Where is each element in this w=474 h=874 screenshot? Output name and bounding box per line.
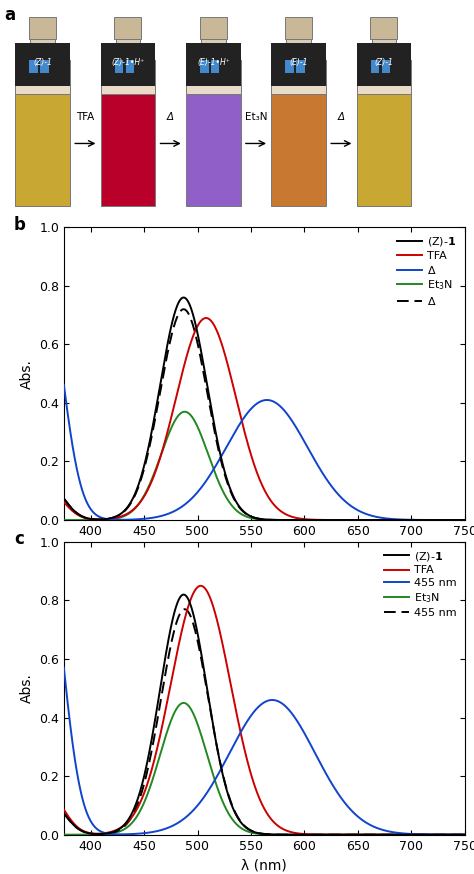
- Text: Δ: Δ: [167, 112, 174, 122]
- Bar: [356, 43, 411, 86]
- Bar: [271, 43, 326, 86]
- Text: (Z)-1•H⁺: (Z)-1•H⁺: [111, 59, 145, 67]
- Bar: [99, 17, 157, 205]
- Bar: [115, 17, 141, 38]
- Bar: [285, 17, 312, 38]
- Bar: [271, 60, 326, 94]
- Bar: [372, 38, 396, 60]
- Legend: (Z)-$\mathbf{1}$, TFA, $\Delta$, Et$_3$N, $\Delta$: (Z)-$\mathbf{1}$, TFA, $\Delta$, Et$_3$N…: [395, 232, 459, 309]
- Bar: [286, 38, 311, 60]
- Bar: [13, 17, 72, 205]
- Bar: [100, 60, 155, 94]
- X-axis label: λ (nm): λ (nm): [241, 858, 287, 872]
- Bar: [186, 43, 241, 86]
- Text: (E)-1•H⁺: (E)-1•H⁺: [197, 59, 230, 67]
- Y-axis label: Abs.: Abs.: [19, 673, 34, 704]
- Text: b: b: [14, 216, 26, 233]
- Bar: [211, 60, 219, 73]
- Bar: [126, 60, 134, 73]
- Bar: [15, 43, 70, 86]
- Bar: [356, 60, 411, 94]
- Text: Δ: Δ: [337, 112, 345, 122]
- Text: (E)-1: (E)-1: [289, 59, 308, 67]
- Text: Et₃N: Et₃N: [245, 112, 267, 122]
- Bar: [40, 60, 49, 73]
- Bar: [184, 17, 243, 205]
- X-axis label: λ (nm): λ (nm): [241, 544, 287, 558]
- Bar: [116, 38, 140, 60]
- Bar: [354, 17, 413, 205]
- Text: a: a: [5, 6, 16, 24]
- Bar: [115, 60, 123, 73]
- Bar: [15, 94, 70, 205]
- Bar: [29, 60, 38, 73]
- Bar: [200, 17, 227, 38]
- Bar: [371, 60, 379, 73]
- Bar: [200, 60, 209, 73]
- Bar: [356, 94, 411, 205]
- Bar: [100, 43, 155, 86]
- Bar: [296, 60, 305, 73]
- Bar: [285, 60, 294, 73]
- Bar: [100, 94, 155, 205]
- Text: c: c: [14, 531, 24, 548]
- Bar: [201, 38, 226, 60]
- Legend: (Z)-$\mathbf{1}$, TFA, 455 nm, Et$_3$N, 455 nm: (Z)-$\mathbf{1}$, TFA, 455 nm, Et$_3$N, …: [382, 547, 459, 620]
- Bar: [186, 60, 241, 94]
- Bar: [29, 17, 56, 38]
- Bar: [371, 17, 397, 38]
- Bar: [269, 17, 328, 205]
- Text: TFA: TFA: [76, 112, 94, 122]
- Bar: [30, 38, 55, 60]
- Bar: [15, 60, 70, 94]
- Y-axis label: Abs.: Abs.: [19, 358, 34, 389]
- Text: (Z)-1: (Z)-1: [33, 59, 52, 67]
- Text: (Z)-1: (Z)-1: [374, 59, 393, 67]
- Bar: [382, 60, 390, 73]
- Bar: [271, 94, 326, 205]
- Bar: [186, 94, 241, 205]
